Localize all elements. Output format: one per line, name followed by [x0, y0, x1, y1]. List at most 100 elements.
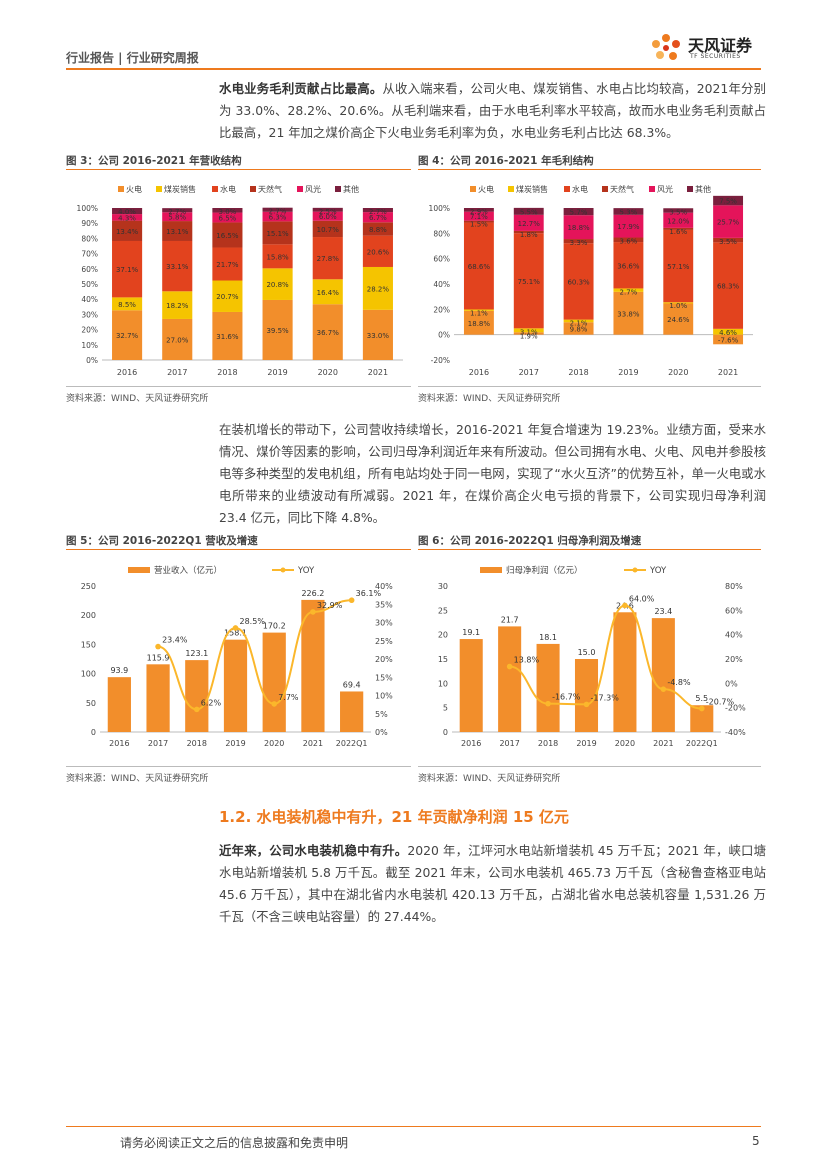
y-tick-label: 150 — [81, 640, 96, 649]
bar-segment — [513, 328, 544, 333]
bar-segment — [262, 244, 293, 269]
data-label: 36.6% — [617, 262, 640, 270]
bar-segment — [212, 212, 243, 223]
y-tick-label: 60% — [81, 265, 98, 274]
yoy-label: 32.9% — [317, 601, 343, 610]
y2-tick-label: -40% — [725, 728, 746, 737]
figure-6-chart: 归母净利润（亿元） YOY 0 5 10 15 20 25 30 -40% -20% 0% 20% 40%… — [438, 565, 746, 748]
paragraph-body: 2020 年，江坪河水电站新增装机 45 万千瓦；2021 年，峡口塘水电站新增… — [219, 843, 767, 924]
bar — [613, 612, 637, 732]
data-label: 2.9% — [470, 208, 488, 216]
bar — [574, 659, 599, 732]
data-label: 5.3% — [620, 208, 638, 216]
y-tick-label: 30% — [81, 310, 98, 319]
bar-segment — [513, 207, 544, 215]
bar — [262, 632, 286, 732]
legend-swatch — [508, 186, 514, 192]
data-label: 68.6% — [468, 263, 491, 271]
legend-label: 天然气 — [258, 184, 282, 194]
bar-segment — [312, 237, 343, 280]
y-tick-label: 250 — [81, 582, 96, 591]
legend-label: 水电 — [572, 184, 588, 194]
data-label: 2.1% — [570, 320, 588, 328]
data-label: 3.1% — [520, 328, 538, 336]
yoy-label: 28.5% — [240, 617, 266, 626]
bar-value-label: 69.4 — [343, 680, 361, 689]
bar-segment — [262, 207, 293, 212]
y2-tick-label: 30% — [375, 619, 393, 628]
bar — [107, 677, 131, 732]
x-tick-label: 2019 — [576, 739, 596, 748]
legend-label: 归母净利润（亿元） — [506, 565, 583, 576]
bar-segment — [162, 240, 193, 292]
figure-4-source: 资料来源：WIND、天风证券研究所 — [418, 394, 561, 404]
x-tick-label: 2022Q1 — [686, 739, 718, 748]
data-label: 20.6% — [367, 248, 390, 256]
bar-segment — [162, 291, 193, 319]
bar-segment — [262, 299, 293, 360]
data-label: 18.8% — [567, 224, 590, 232]
y2-tick-label: 20% — [725, 655, 743, 664]
bar-segment — [162, 212, 193, 222]
bar-segment — [613, 214, 644, 238]
x-tick-label: 2018 — [538, 739, 558, 748]
yoy-label: 7.7% — [278, 693, 299, 702]
legend-swatch — [212, 186, 218, 192]
bar-segment — [463, 220, 494, 223]
bar-segment — [162, 318, 193, 360]
bar-value-label: 5.5 — [695, 694, 708, 703]
bar-segment — [613, 242, 644, 289]
y-tick-label: 25 — [438, 606, 448, 615]
bar-segment — [713, 237, 744, 243]
data-label: 60.3% — [567, 278, 590, 286]
paragraph-body: 从收入端来看，公司火电、煤炭销售、水电占比均较高，2021年分别为 33.0%、… — [219, 81, 766, 140]
data-label: 3.5% — [669, 208, 687, 216]
y2-tick-label: 60% — [725, 606, 743, 615]
data-label: 68.3% — [717, 283, 740, 291]
yoy-label: -4.8% — [667, 678, 691, 687]
yoy-point — [506, 663, 513, 670]
bar-segment — [663, 303, 694, 335]
data-label: 13.1% — [166, 228, 189, 236]
bar — [146, 664, 170, 732]
y2-tick-label: 0% — [725, 679, 738, 688]
data-label: 12.0% — [667, 217, 690, 225]
bar-segment — [112, 220, 143, 241]
x-tick-label: 2019 — [618, 368, 638, 377]
legend-label: 水电 — [220, 184, 236, 194]
yoy-label: 36.1% — [356, 589, 382, 598]
bar-segment — [362, 309, 393, 360]
data-label: 2.7% — [269, 208, 287, 216]
bar-segment — [312, 220, 343, 238]
data-label: 4.6% — [719, 329, 737, 337]
data-label: 5.8% — [168, 214, 186, 222]
yoy-point — [660, 686, 667, 692]
data-label: 37.1% — [116, 266, 139, 274]
figure-6-source: 资料来源：WIND、天风证券研究所 — [418, 774, 561, 784]
bar-segment — [112, 310, 143, 360]
x-tick-label: 2017 — [167, 368, 187, 377]
bar-segment — [713, 242, 744, 329]
x-tick-label: 2020 — [668, 368, 688, 377]
legend-label: YOY — [649, 566, 667, 576]
bar-segment — [463, 309, 494, 311]
yoy-label: -16.7% — [552, 693, 581, 702]
yoy-point — [271, 701, 278, 707]
figure-5-title: 图 5：公司 2016-2022Q1 营收及增速 — [66, 535, 258, 547]
data-label: 36.7% — [317, 329, 340, 337]
y2-tick-label: 40% — [725, 631, 743, 640]
bar-segment — [713, 205, 744, 238]
yoy-label: 13.8% — [514, 656, 540, 665]
legend-label: 其他 — [695, 184, 711, 194]
legend-swatch — [480, 567, 502, 573]
bar-segment — [463, 222, 494, 310]
yoy-point — [232, 625, 239, 631]
x-tick-label: 2018 — [217, 368, 237, 377]
y2-tick-label: 25% — [375, 637, 393, 646]
footer-divider — [66, 1126, 761, 1127]
y2-tick-label: 5% — [375, 710, 388, 719]
figure-6-title: 图 6：公司 2016-2022Q1 归母净利润及增速 — [418, 535, 642, 547]
legend-label: YOY — [297, 566, 315, 576]
y2-tick-label: 0% — [375, 728, 388, 737]
data-label: 9.8% — [570, 325, 588, 333]
